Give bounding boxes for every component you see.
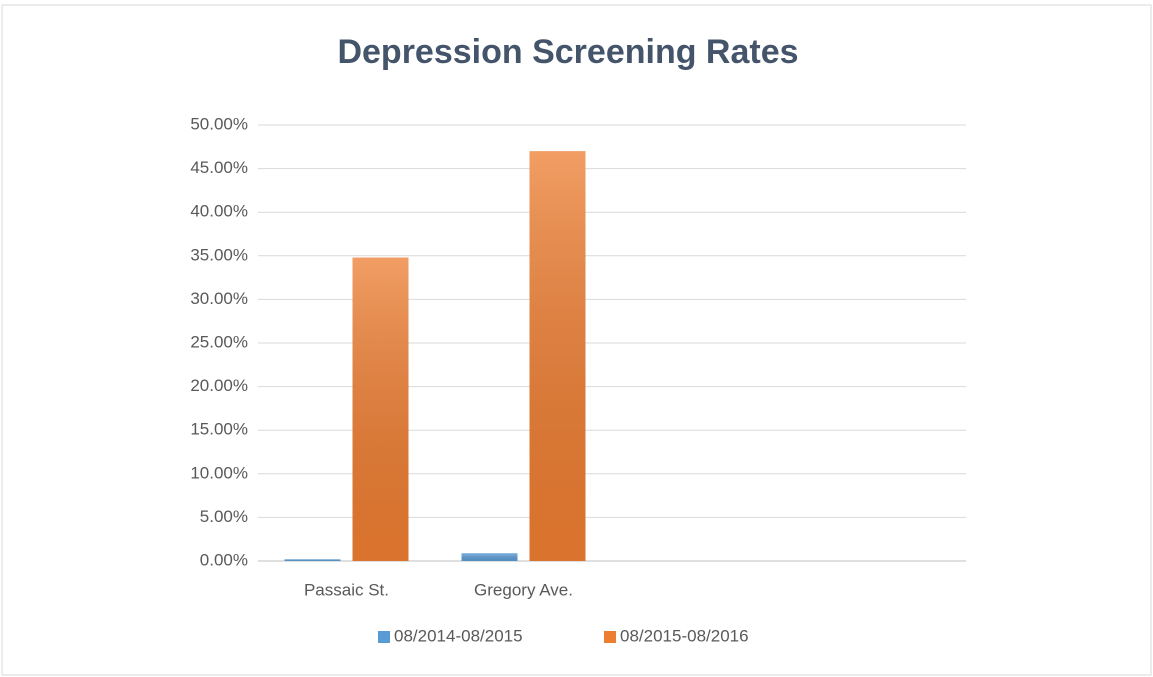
- bar-shade: [529, 151, 586, 561]
- y-tick-label: 15.00%: [190, 420, 248, 439]
- legend-label: 08/2015-08/2016: [620, 626, 749, 645]
- chart-title: Depression Screening Rates: [337, 33, 798, 71]
- y-tick-label: 45.00%: [190, 158, 248, 177]
- y-tick-label: 5.00%: [200, 507, 248, 526]
- y-tick-label: 35.00%: [190, 245, 248, 264]
- y-tick-label: 20.00%: [190, 376, 248, 395]
- y-tick-label: 25.00%: [190, 332, 248, 351]
- x-tick-label: Gregory Ave.: [474, 580, 573, 599]
- legend-label: 08/2014-08/2015: [394, 626, 523, 645]
- y-tick-label: 0.00%: [200, 550, 248, 569]
- x-tick-label: Passaic St.: [304, 580, 389, 599]
- bar-shade: [352, 257, 409, 561]
- y-tick-label: 40.00%: [190, 202, 248, 221]
- bar-shade: [284, 559, 341, 561]
- legend-swatch: [604, 631, 616, 643]
- legend-swatch: [378, 631, 390, 643]
- y-tick-label: 10.00%: [190, 463, 248, 482]
- bar-shade: [461, 553, 518, 561]
- y-tick-label: 50.00%: [190, 114, 248, 133]
- y-tick-label: 30.00%: [190, 289, 248, 308]
